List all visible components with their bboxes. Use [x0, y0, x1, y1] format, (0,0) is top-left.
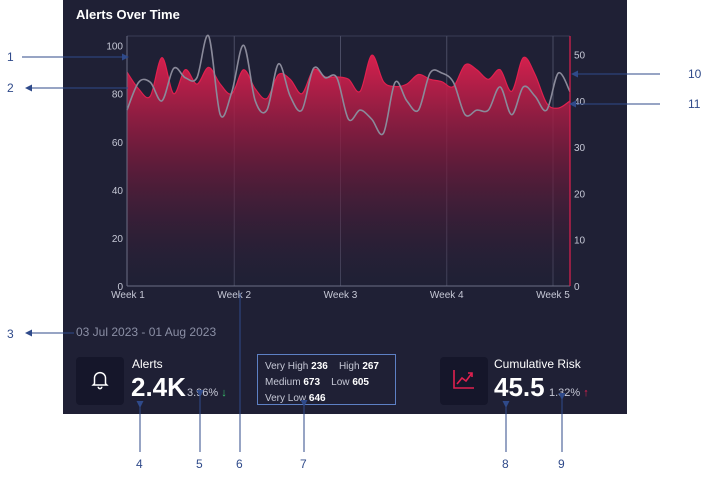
- left-tick-label: 80: [112, 90, 124, 101]
- callout-5: 5: [196, 457, 203, 471]
- left-tick-label: 60: [112, 138, 124, 149]
- severity-medium-value: 673: [303, 377, 321, 388]
- callout-6: 6: [236, 457, 243, 471]
- left-tick-label: 40: [112, 186, 124, 197]
- left-tick-label: 20: [112, 234, 124, 245]
- x-tick-label: Week 4: [430, 290, 464, 301]
- callout-1: 1: [7, 50, 14, 64]
- severity-very-low-value: 646: [308, 393, 326, 404]
- callout-7: 7: [300, 457, 307, 471]
- callout-10: 10: [688, 67, 702, 81]
- severity-very-low-label: Very Low: [265, 393, 307, 404]
- severity-low-value: 605: [352, 377, 369, 388]
- bell-icon: [89, 368, 111, 395]
- callout-11: 11: [688, 97, 701, 111]
- right-tick-label: 20: [574, 189, 586, 200]
- severity-high-label: High: [338, 361, 360, 372]
- severity-low-label: Low: [331, 377, 350, 388]
- date-range: 03 Jul 2023 - 01 Aug 2023: [76, 325, 217, 339]
- alerts-area-edge: [126, 54, 571, 109]
- left-tick-label: 100: [106, 42, 123, 53]
- left-tick-label: 0: [117, 282, 123, 293]
- callout-3: 3: [7, 327, 14, 341]
- risk-line: [126, 34, 571, 136]
- x-tick-label: Week 2: [217, 290, 251, 301]
- x-tick-label: Week 5: [536, 290, 570, 301]
- right-tick-label: 0: [574, 282, 580, 293]
- right-tick-label: 30: [574, 143, 586, 154]
- risk-kpi-value: 45.5: [494, 372, 545, 402]
- arrow-up-icon: ↑: [583, 387, 589, 399]
- callout-4: 4: [136, 457, 143, 471]
- alerts-area: [127, 55, 570, 286]
- trend-up-icon: [452, 368, 476, 395]
- callout-2: 2: [7, 81, 14, 95]
- severity-medium-label: Medium: [265, 377, 301, 388]
- callout-8: 8: [502, 457, 509, 471]
- alerts-kpi-value: 2.4K: [131, 372, 186, 402]
- x-tick-label: Week 3: [324, 290, 358, 301]
- arrow-down-icon: ↓: [221, 387, 227, 399]
- right-tick-label: 40: [574, 97, 586, 108]
- widget-title: Alerts Over Time: [76, 7, 180, 22]
- right-tick-label: 10: [574, 236, 586, 247]
- alerts-kpi-icon-tile: [76, 357, 124, 405]
- risk-kpi-label: Cumulative Risk: [494, 357, 581, 371]
- callout-9: 9: [558, 457, 565, 471]
- severity-very-high-value: 236: [311, 361, 328, 372]
- x-tick-label: Week 1: [111, 290, 145, 301]
- severity-breakdown: Very High 236 High 267 Medium 673 Low 60…: [257, 354, 396, 405]
- risk-kpi-icon-tile: [440, 357, 488, 405]
- severity-high-value: 267: [362, 361, 379, 372]
- right-tick-label: 50: [574, 51, 586, 62]
- alerts-kpi-label: Alerts: [132, 357, 163, 371]
- severity-very-high-label: Very High: [265, 361, 309, 372]
